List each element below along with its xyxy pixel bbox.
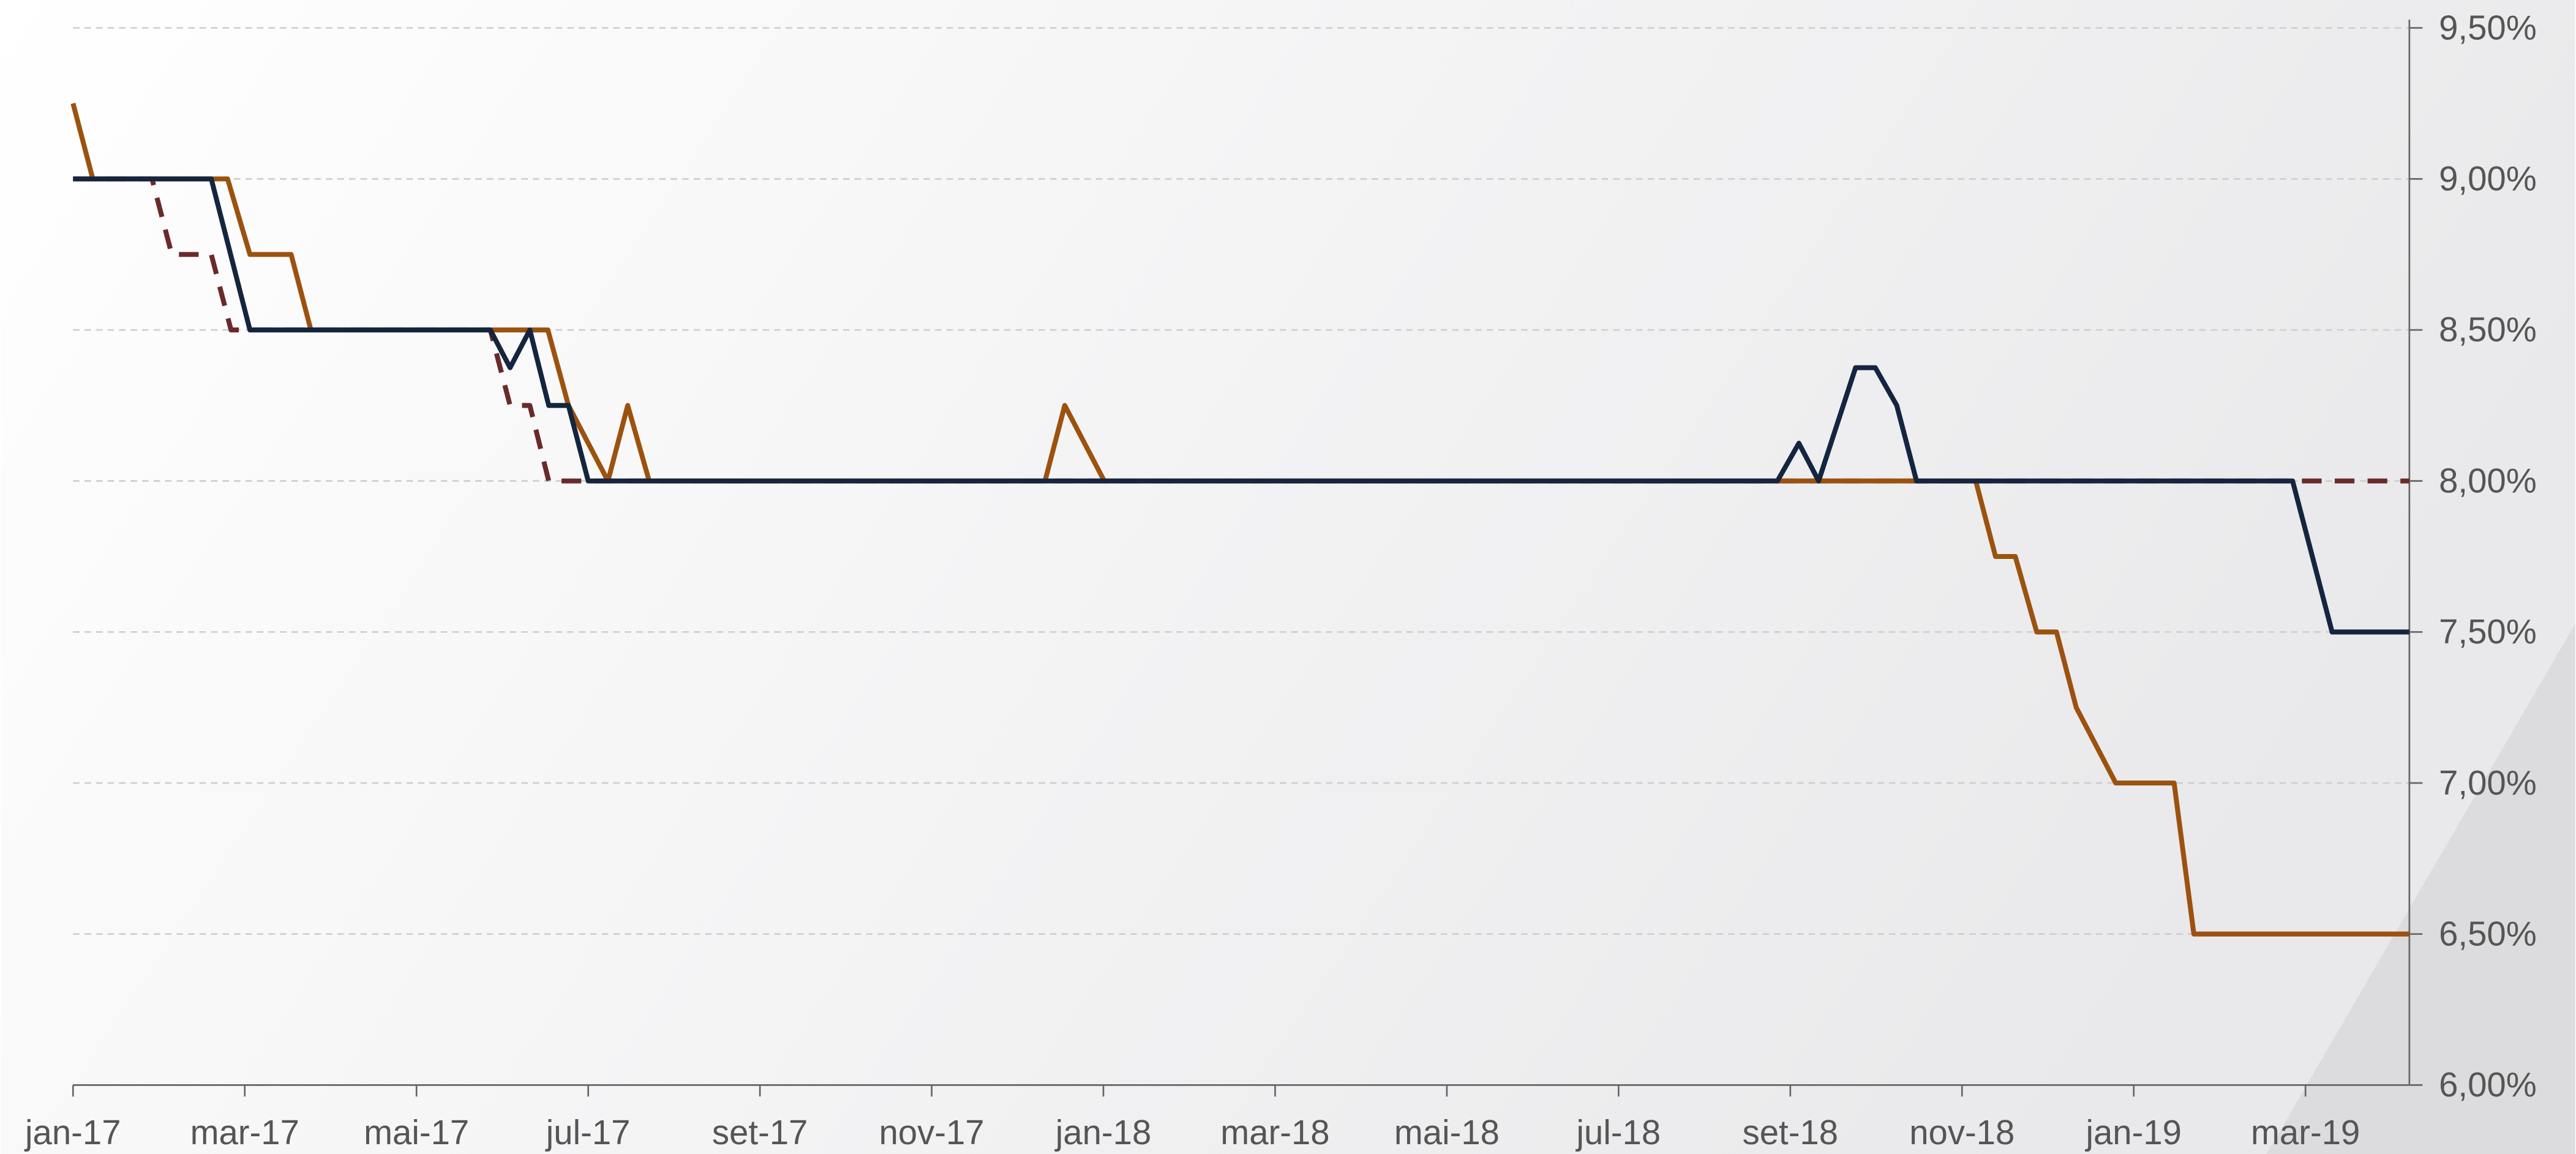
line-series (70, 102, 2409, 937)
x-tick-label: nov-17 (879, 1113, 984, 1152)
y-tick-label: 7,50% (2439, 612, 2537, 651)
x-tick-label: mar-18 (1220, 1113, 1329, 1152)
x-tick-label: jan-19 (2084, 1113, 2182, 1152)
x-tick-label: set-17 (712, 1113, 808, 1152)
y-tick-label: 6,00% (2439, 1065, 2537, 1104)
y-tick-label: 6,50% (2439, 914, 2537, 953)
x-tick-label: jul-18 (1575, 1113, 1661, 1152)
y-tick-label: 9,00% (2439, 159, 2537, 198)
line-series (73, 176, 2409, 635)
x-tick-label: mai-18 (1394, 1113, 1500, 1152)
x-tick-label: jul-17 (545, 1113, 631, 1152)
y-tick-label: 8,00% (2439, 461, 2537, 500)
y-tick-label: 7,00% (2439, 763, 2537, 802)
x-tick-label: jan-17 (24, 1113, 121, 1152)
x-tick-label: nov-18 (1909, 1113, 2015, 1152)
x-tick-label: mai-17 (364, 1113, 469, 1152)
x-tick-label: set-18 (1743, 1113, 1838, 1152)
y-tick-label: 9,50% (2439, 8, 2537, 47)
x-tick-label: mar-19 (2251, 1113, 2360, 1152)
x-tick-label: jan-18 (1054, 1113, 1152, 1152)
x-tick-label: mar-17 (190, 1113, 299, 1152)
y-tick-label: 8,50% (2439, 310, 2537, 349)
